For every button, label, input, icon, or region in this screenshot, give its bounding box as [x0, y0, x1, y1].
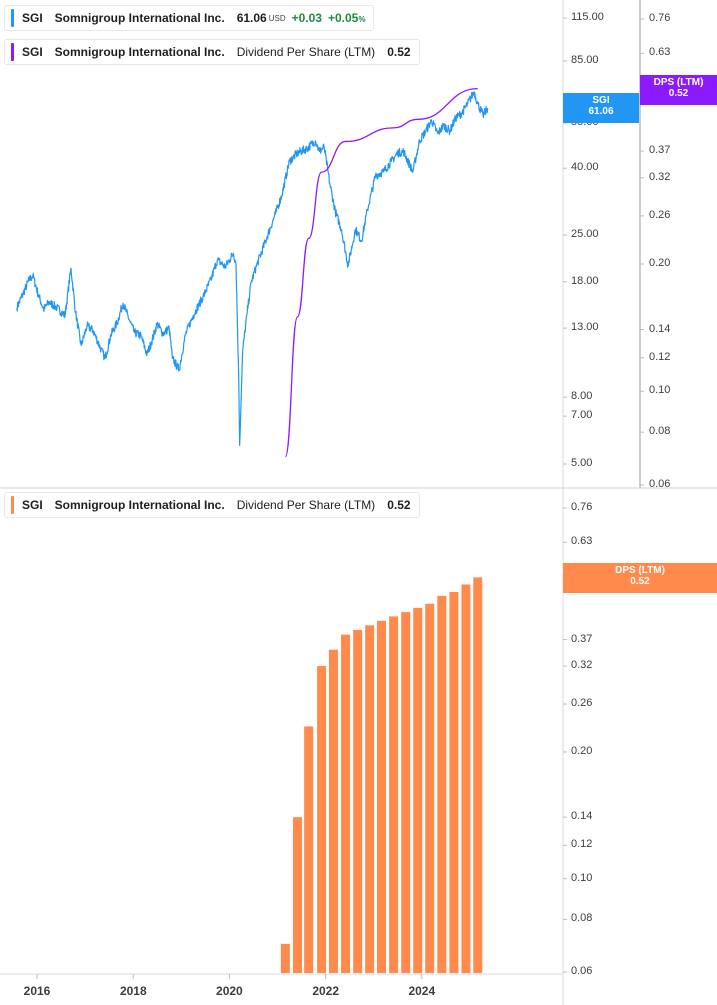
dps-top-tick-label: 0.63	[649, 46, 671, 59]
dps-bar	[401, 612, 411, 973]
price-tick-label: 7.00	[571, 409, 593, 422]
dps-bottom-badge: DPS (LTM) 0.52	[563, 563, 717, 593]
dps-top-legend-metric: Dividend Per Share (LTM)	[236, 45, 376, 59]
dps-top-legend-swatch	[11, 43, 14, 61]
dps-top-tick-label: 0.06	[649, 478, 671, 490]
year-tick-label: 2016	[23, 984, 51, 998]
dps-bottom-legend-ticker: SGI	[22, 498, 43, 512]
dps-bottom-badge-value: 0.52	[630, 576, 650, 587]
dps-top-badge-label: DPS (LTM)	[653, 77, 704, 88]
price-legend-name: Somnigroup International Inc.	[54, 11, 225, 25]
dps-bottom-tick-label: 0.10	[571, 871, 593, 884]
dps-bar	[292, 817, 302, 973]
dps-top-tick-label: 0.20	[649, 257, 671, 269]
dps-bar	[473, 577, 483, 973]
dps-bar	[317, 666, 327, 973]
year-tick-label: 2020	[216, 984, 243, 998]
dps-bar	[353, 629, 363, 973]
price-badge-value: 61.06	[588, 106, 614, 117]
dps-bottom-legend-name: Somnigroup International Inc.	[54, 498, 225, 512]
dps-bottom-legend-swatch	[11, 496, 14, 514]
price-badge-label: SGI	[592, 95, 610, 106]
dps-top-legend-value: 0.52	[387, 45, 411, 59]
dps-top-tick-label: 0.26	[649, 208, 671, 221]
price-badge: SGI 61.06	[563, 93, 639, 123]
dps-top-badge: DPS (LTM) 0.52	[640, 75, 717, 105]
year-tick-label: 2022	[312, 984, 340, 998]
dps-bottom-badge-label: DPS (LTM)	[615, 565, 665, 576]
dps-bottom-tick-label: 0.20	[571, 745, 593, 757]
dps-bar	[437, 595, 447, 973]
dps-bar	[389, 616, 399, 973]
price-legend-currency: USD	[268, 13, 286, 23]
dps-bar	[377, 620, 386, 973]
price-legend-price: 61.06	[236, 11, 267, 25]
price-legend-change: +0.03	[291, 11, 322, 25]
price-tick-label: 40.00	[571, 161, 599, 174]
dps-bottom-tick-label: 0.08	[571, 912, 593, 925]
price-tick-label: 115.00	[571, 11, 604, 23]
price-tick-label: 85.00	[571, 54, 599, 66]
price-line	[16, 91, 489, 446]
dps-bottom-tick-label: 0.14	[571, 810, 593, 823]
dps-bottom-tick-label: 0.76	[571, 501, 593, 513]
dps-top-tick-label: 0.08	[649, 425, 671, 438]
dps-bar	[280, 943, 290, 973]
price-legend-swatch	[11, 9, 14, 27]
dps-top-tick-label: 0.10	[649, 384, 671, 397]
dps-bottom-tick-label: 0.06	[571, 965, 593, 977]
dps-top-legend-name: Somnigroup International Inc.	[54, 45, 225, 59]
price-legend-ticker: SGI	[22, 11, 43, 25]
dps-bottom-tick-label: 0.63	[571, 535, 593, 548]
year-tick-label: 2018	[119, 984, 147, 998]
price-tick-label: 5.00	[571, 457, 593, 469]
dps-bottom-legend-metric: Dividend Per Share (LTM)	[236, 498, 376, 512]
dps-bottom-tick-label: 0.12	[571, 838, 593, 851]
dps-line	[284, 88, 478, 458]
dps-bottom-tick-label: 0.37	[571, 632, 593, 645]
price-legend-change-pct: +0.05%	[327, 11, 366, 25]
price-tick-label: 25.00	[571, 228, 599, 241]
price-tick-label: 13.00	[571, 321, 599, 334]
dps-bar	[328, 649, 338, 973]
dps-bar	[304, 726, 314, 973]
dps-top-tick-label: 0.37	[649, 144, 671, 157]
dps-bottom-tick-label: 0.26	[571, 697, 593, 709]
dps-top-tick-label: 0.14	[649, 322, 671, 335]
dps-bar	[341, 634, 351, 973]
price-tick-label: 18.00	[571, 274, 599, 287]
dps-bottom-legend-value: 0.52	[387, 498, 411, 512]
dps-top-legend-ticker: SGI	[22, 45, 43, 59]
price-legend: SGI Somnigroup International Inc. 61.06 …	[4, 5, 375, 31]
dps-bar	[449, 591, 459, 973]
price-tick-label: 8.00	[571, 390, 593, 403]
dps-top-tick-label: 0.76	[649, 12, 671, 24]
year-tick-label: 2024	[408, 984, 436, 998]
dps-top-badge-value: 0.52	[668, 88, 689, 99]
dps-bar	[365, 625, 375, 973]
dps-bar	[425, 603, 435, 973]
dps-bottom-tick-label: 0.32	[571, 659, 593, 672]
dps-bottom-legend: SGI Somnigroup International Inc. Divide…	[4, 492, 420, 518]
dps-top-tick-label: 0.12	[649, 350, 671, 363]
dps-bar	[461, 584, 471, 973]
dps-top-tick-label: 0.32	[649, 170, 671, 183]
dps-bar	[413, 607, 423, 973]
dps-top-legend: SGI Somnigroup International Inc. Divide…	[4, 39, 420, 65]
